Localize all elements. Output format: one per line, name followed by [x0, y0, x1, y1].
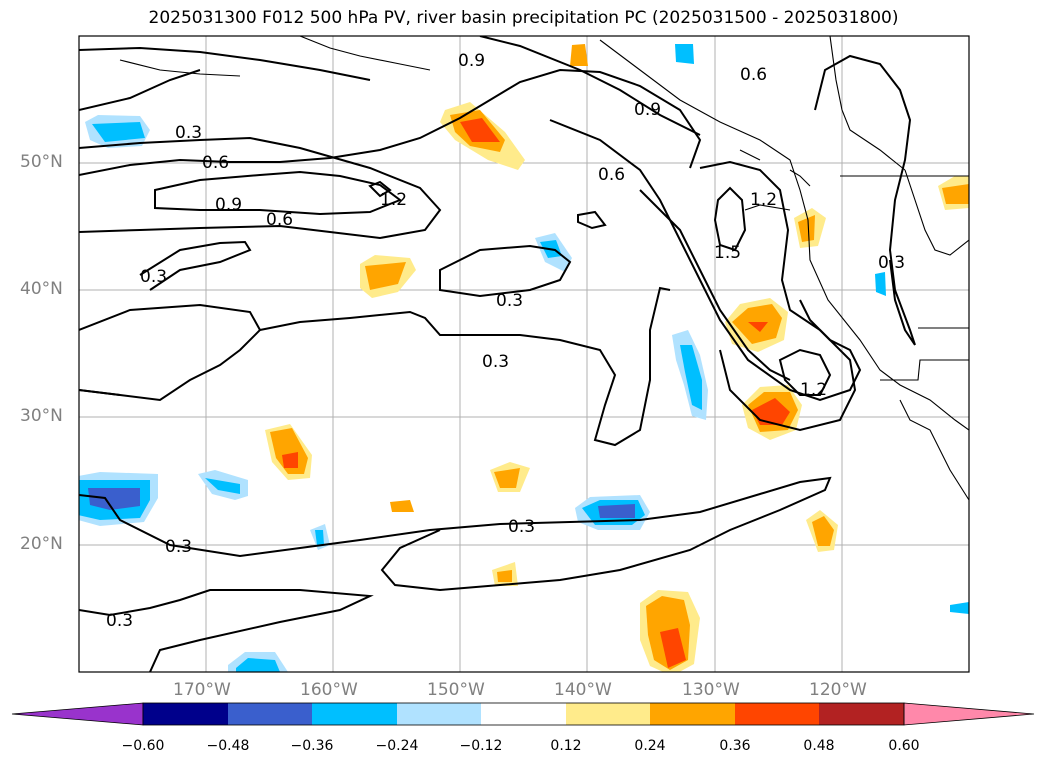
- contour-labels: 0.9 0.6 0.3 0.6 0.9 1.2 0.6 0.3 0.6 1.5 …: [106, 51, 905, 631]
- colorbar-tick-label: 0.48: [803, 738, 835, 754]
- map-title: 2025031300 F012 500 hPa PV, river basin …: [148, 8, 899, 28]
- colorbar-extend-high: [903, 702, 1035, 726]
- contour-label: 0.3: [508, 517, 535, 537]
- colorbar-extend-low: [11, 702, 144, 726]
- contour-label: 0.6: [740, 65, 767, 85]
- contour-label: 0.6: [202, 153, 229, 173]
- y-tick-label: 30°N: [20, 406, 63, 426]
- contour-label: 1.5: [714, 243, 741, 263]
- contour-label: 0.6: [266, 210, 293, 230]
- x-tick-label: 150°W: [427, 680, 485, 700]
- contour-label: 0.3: [878, 253, 905, 273]
- contour-label: 0.3: [106, 611, 133, 631]
- map-frame: [78, 35, 970, 673]
- colorbar-tick-label: −0.48: [206, 738, 250, 754]
- colorbar-tick-label: −0.36: [290, 738, 334, 754]
- contour-label: 0.3: [496, 291, 523, 311]
- contour-label: 1.2: [800, 380, 827, 400]
- colorbar: [11, 702, 1035, 726]
- colorbar-tick-label: −0.24: [375, 738, 419, 754]
- contour-label: 0.6: [598, 165, 625, 185]
- map-area: 0.9 0.6 0.3 0.6 0.9 1.2 0.6 0.3 0.6 1.5 …: [79, 36, 969, 672]
- coastlines: [119, 36, 969, 501]
- x-tick-label: 120°W: [809, 680, 867, 700]
- gridlines: [79, 36, 969, 672]
- x-tick-label: 130°W: [682, 680, 740, 700]
- colorbar-tick-label: 0.36: [719, 738, 751, 754]
- y-tick-label: 40°N: [20, 279, 63, 299]
- colorbar-tick-label: 0.12: [550, 738, 582, 754]
- colorbar-tick-label: −0.60: [121, 738, 165, 754]
- contour-label: 0.3: [140, 267, 167, 287]
- contour-label: 1.2: [380, 190, 407, 210]
- contour-label: 0.9: [458, 51, 485, 71]
- y-tick-label: 20°N: [20, 534, 63, 554]
- y-tick-label: 50°N: [20, 152, 63, 172]
- contour-label: 0.3: [165, 537, 192, 557]
- x-tick-label: 160°W: [300, 680, 358, 700]
- pv-contour-line: [79, 136, 442, 240]
- contour-label: 1.2: [750, 190, 777, 210]
- colorbar-tick-label: −0.12: [459, 738, 503, 754]
- x-tick-label: 140°W: [554, 680, 612, 700]
- contour-label: 0.3: [175, 123, 202, 143]
- colorbar-tick-label: 0.24: [634, 738, 666, 754]
- contour-label: 0.9: [215, 195, 242, 215]
- x-tick-label: 170°W: [173, 680, 231, 700]
- colorbar-tick-label: 0.60: [888, 738, 920, 754]
- contour-label: 0.9: [634, 100, 661, 120]
- pv-contours: [79, 36, 916, 672]
- contour-label: 0.3: [482, 352, 509, 372]
